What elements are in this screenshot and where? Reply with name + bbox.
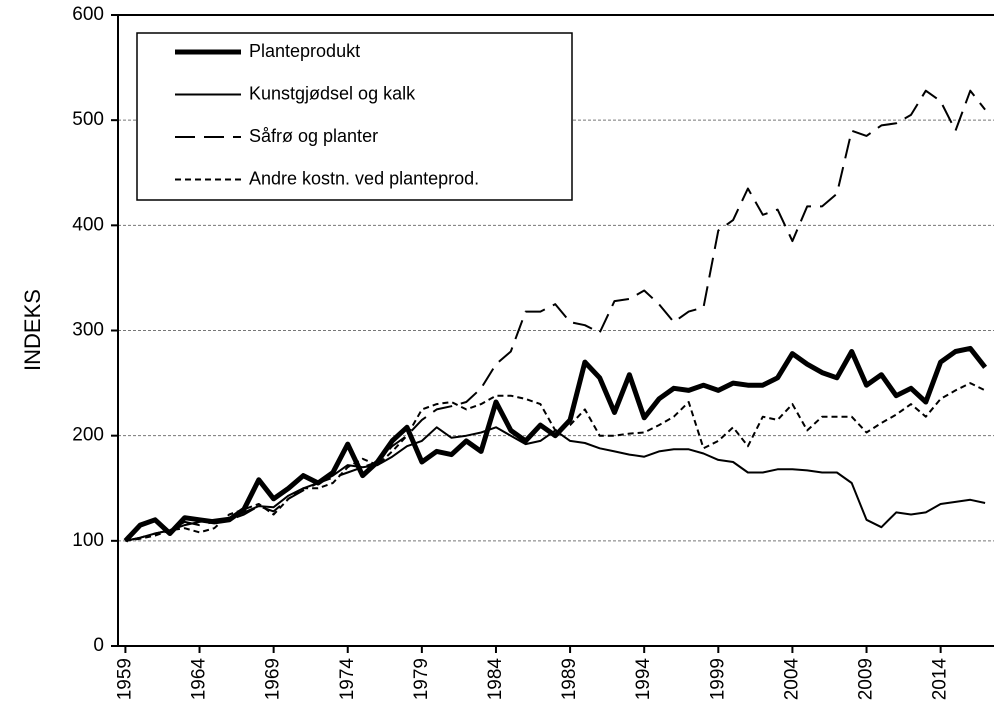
legend-label: Andre kostn. ved planteprod. [249,168,479,188]
x-tick-label: 2009 [856,658,877,700]
legend-box [136,32,573,201]
x-tick-label: 1959 [114,658,135,700]
x-tick-label: 2014 [930,658,951,701]
x-tick-label: 1974 [337,658,358,701]
legend: Planteprodukt Kunstgjødsel og kalk Såfrø o… [136,32,573,201]
y-tick-label: 600 [72,4,104,25]
x-tick-label: 1969 [263,658,284,700]
y-tick-label: 200 [72,425,104,446]
x-tick-label: 1999 [707,658,728,700]
x-tick-label: 1994 [633,658,654,701]
y-tick-label: 500 [72,109,104,130]
y-tick-label: 100 [72,530,104,551]
series-line [123,345,988,543]
x-tick-label: 1979 [411,658,432,700]
legend-label: Planteprodukt [249,41,360,61]
legend-label: Såfrø og planter [249,126,378,146]
y-tick-label: 0 [93,635,104,656]
y-axis-label: INDEKS [20,289,45,371]
y-tick-label: 400 [72,214,104,235]
x-tick-label: 2004 [781,658,802,701]
series-line [125,89,986,542]
y-tick-label: 300 [72,320,104,341]
x-tick-label: 1989 [559,658,580,700]
legend-label: Kunstgjødsel og kalk [249,83,416,103]
x-tick-label: 1964 [189,658,210,701]
x-tick-label: 1984 [485,658,506,701]
series-line [125,382,986,542]
axis-frame [117,14,994,647]
